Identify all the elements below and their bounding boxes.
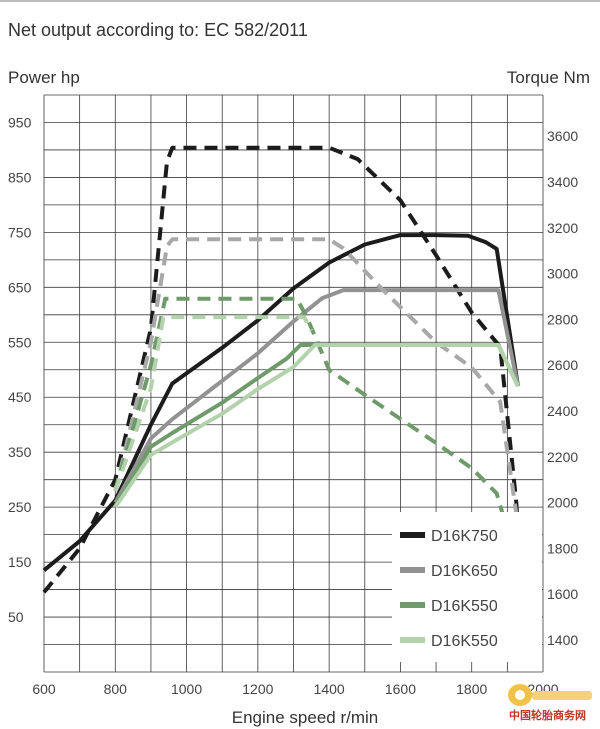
- legend: D16K750 D16K650 D16K550 D16K550: [392, 512, 542, 662]
- series-line-d16k550-power: [113, 343, 520, 508]
- x-tick-label: 1000: [171, 681, 202, 697]
- grid: [43, 94, 544, 673]
- y-right-tick-label: 1400: [547, 632, 578, 648]
- series-line-d16k650-torque: [113, 237, 524, 583]
- legend-label: D16K750: [431, 528, 498, 545]
- legend-label: D16K550: [431, 633, 498, 650]
- x-tick-label: 1200: [242, 681, 273, 697]
- chart-title: Net output according to: EC 582/2011: [8, 20, 308, 40]
- y-right-tick-label: 1800: [547, 540, 578, 556]
- series-line-d16k550-torque: [113, 296, 524, 584]
- y-left-tick-label: 250: [8, 499, 32, 515]
- legend-label: D16K650: [431, 563, 498, 580]
- tick-labels: 600 800 1000 1200 1400 1600 1800 2000 950 850 750 6…: [8, 114, 578, 697]
- x-axis-label: Engine speed r/min: [231, 708, 379, 727]
- y-left-tick-label: 750: [8, 224, 32, 240]
- x-tick-label: 1800: [456, 681, 487, 697]
- y-left-tick-label: 950: [8, 114, 32, 130]
- y-left-tick-label: 350: [8, 444, 32, 460]
- y-left-tick-label: 450: [8, 389, 32, 405]
- y-right-tick-label: 1600: [547, 586, 578, 602]
- y-axis-left-label: Power hp: [8, 68, 80, 87]
- tire-logo-icon: [508, 684, 592, 706]
- x-tick-label: 1600: [385, 681, 416, 697]
- x-tick-label: 800: [104, 681, 128, 697]
- y-right-tick-label: 2200: [547, 449, 578, 465]
- y-right-tick-label: 3600: [547, 128, 578, 144]
- y-axis-right-label: Torque Nm: [506, 68, 590, 87]
- y-left-tick-label: 150: [8, 554, 32, 570]
- series-line-d16k550-power: [113, 343, 520, 509]
- y-left-tick-label: 650: [8, 279, 32, 295]
- watermark-text: 中国轮胎商务网: [509, 710, 586, 722]
- x-axis-label-wrap: Engine speed r/min: [0, 708, 600, 728]
- y-right-tick-label: 3000: [547, 266, 578, 282]
- x-tick-label: 1400: [314, 681, 345, 697]
- series-lines: [42, 145, 524, 594]
- series-line-d16k550-torque: [113, 315, 314, 492]
- series-line-d16k650-power: [113, 288, 520, 504]
- series-line-d16k750-torque: [42, 145, 524, 594]
- y-right-tick-label: 3400: [547, 174, 578, 190]
- legend-label: D16K550: [431, 598, 498, 615]
- y-right-tick-label: 2000: [547, 495, 578, 511]
- watermark-logo: [506, 682, 596, 722]
- y-left-tick-label: 50: [8, 609, 24, 625]
- y-left-tick-label: 550: [8, 334, 32, 350]
- y-right-tick-label: 2600: [547, 357, 578, 373]
- y-right-tick-label: 2400: [547, 403, 578, 419]
- y-right-tick-label: 3200: [547, 220, 578, 236]
- y-left-tick-label: 850: [8, 169, 32, 185]
- top-rule: [0, 0, 600, 2]
- y-right-tick-label: 2800: [547, 311, 578, 327]
- x-tick-label: 600: [32, 681, 56, 697]
- series-line-d16k750-power: [42, 233, 520, 572]
